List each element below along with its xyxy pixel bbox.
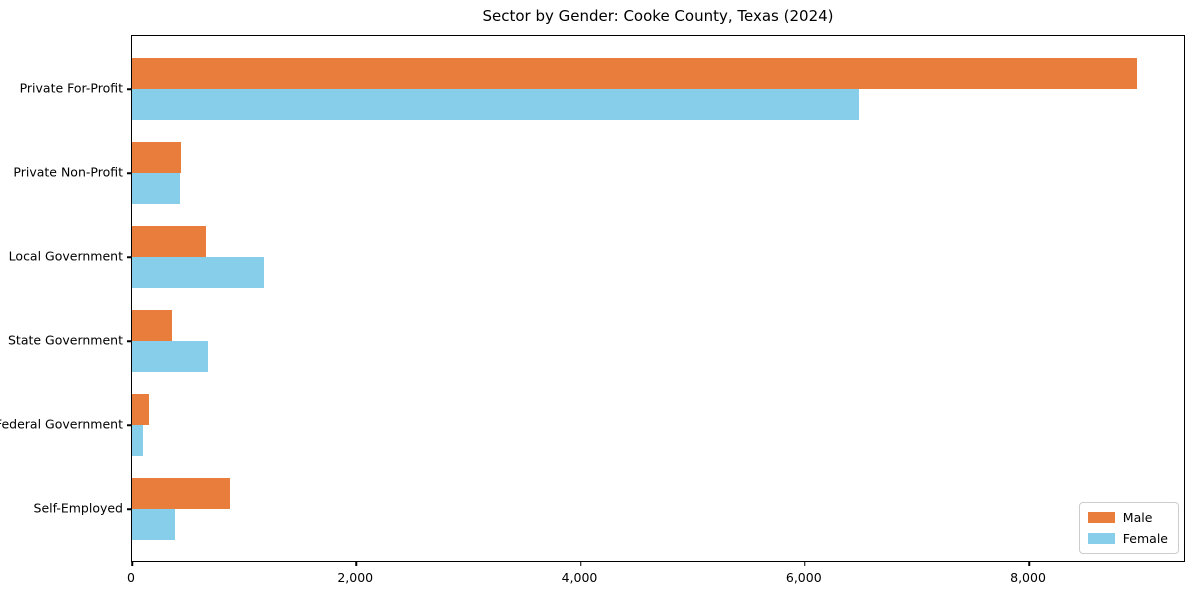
x-tick-2000 [355, 561, 357, 566]
bar-female-self-employed [132, 509, 175, 540]
legend-item-male: Male [1087, 510, 1168, 525]
x-tick-label-2000: 2,000 [337, 570, 374, 585]
x-tick-label-8000: 8,000 [1010, 570, 1046, 585]
bar-female-state-government [132, 341, 209, 372]
x-tick-8000 [1028, 561, 1030, 566]
bar-male-self-employed [132, 478, 231, 509]
y-axis-label-private-non-profit: Private Non-Profit [13, 164, 123, 180]
bar-male-state-government [132, 310, 173, 341]
legend-label-female: Female [1122, 531, 1168, 546]
x-tick-label-6000: 6,000 [785, 570, 822, 585]
y-tick-self-employed [127, 508, 132, 510]
y-axis-label-local-government: Local Government [8, 248, 123, 264]
bar-male-private-for-profit [132, 58, 1137, 89]
bar-male-local-government [132, 226, 206, 257]
y-axis-label-federal-government: Federal Government [0, 416, 123, 432]
x-tick-0 [131, 561, 133, 566]
bar-female-private-for-profit [132, 89, 860, 120]
y-axis-label-private-for-profit: Private For-Profit [19, 80, 123, 96]
bar-female-federal-government [132, 425, 143, 456]
legend-swatch-female [1087, 533, 1115, 544]
legend-item-female: Female [1087, 531, 1168, 546]
chart-title: Sector by Gender: Cooke County, Texas (2… [482, 7, 834, 25]
y-axis-label-state-government: State Government [7, 332, 123, 348]
y-tick-local-government [127, 256, 132, 258]
legend-swatch-male [1087, 512, 1115, 523]
x-tick-4000 [579, 561, 582, 566]
bar-male-private-non-profit [132, 142, 181, 173]
x-tick-6000 [804, 561, 806, 566]
y-tick-private-non-profit [127, 172, 132, 174]
y-axis-label-self-employed: Self-Employed [33, 500, 123, 516]
bar-male-federal-government [132, 394, 149, 425]
x-tick-label-0: 0 [127, 570, 135, 585]
bar-female-private-non-profit [132, 173, 181, 204]
bar-female-local-government [132, 257, 265, 288]
x-tick-label-4000: 4,000 [561, 570, 598, 585]
y-tick-federal-government [127, 424, 132, 426]
plot-area: Male Female [127, 35, 1185, 566]
y-tick-private-for-profit [127, 88, 132, 90]
legend: Male Female [1078, 502, 1179, 554]
y-tick-state-government [127, 340, 132, 342]
legend-label-male: Male [1122, 510, 1153, 525]
